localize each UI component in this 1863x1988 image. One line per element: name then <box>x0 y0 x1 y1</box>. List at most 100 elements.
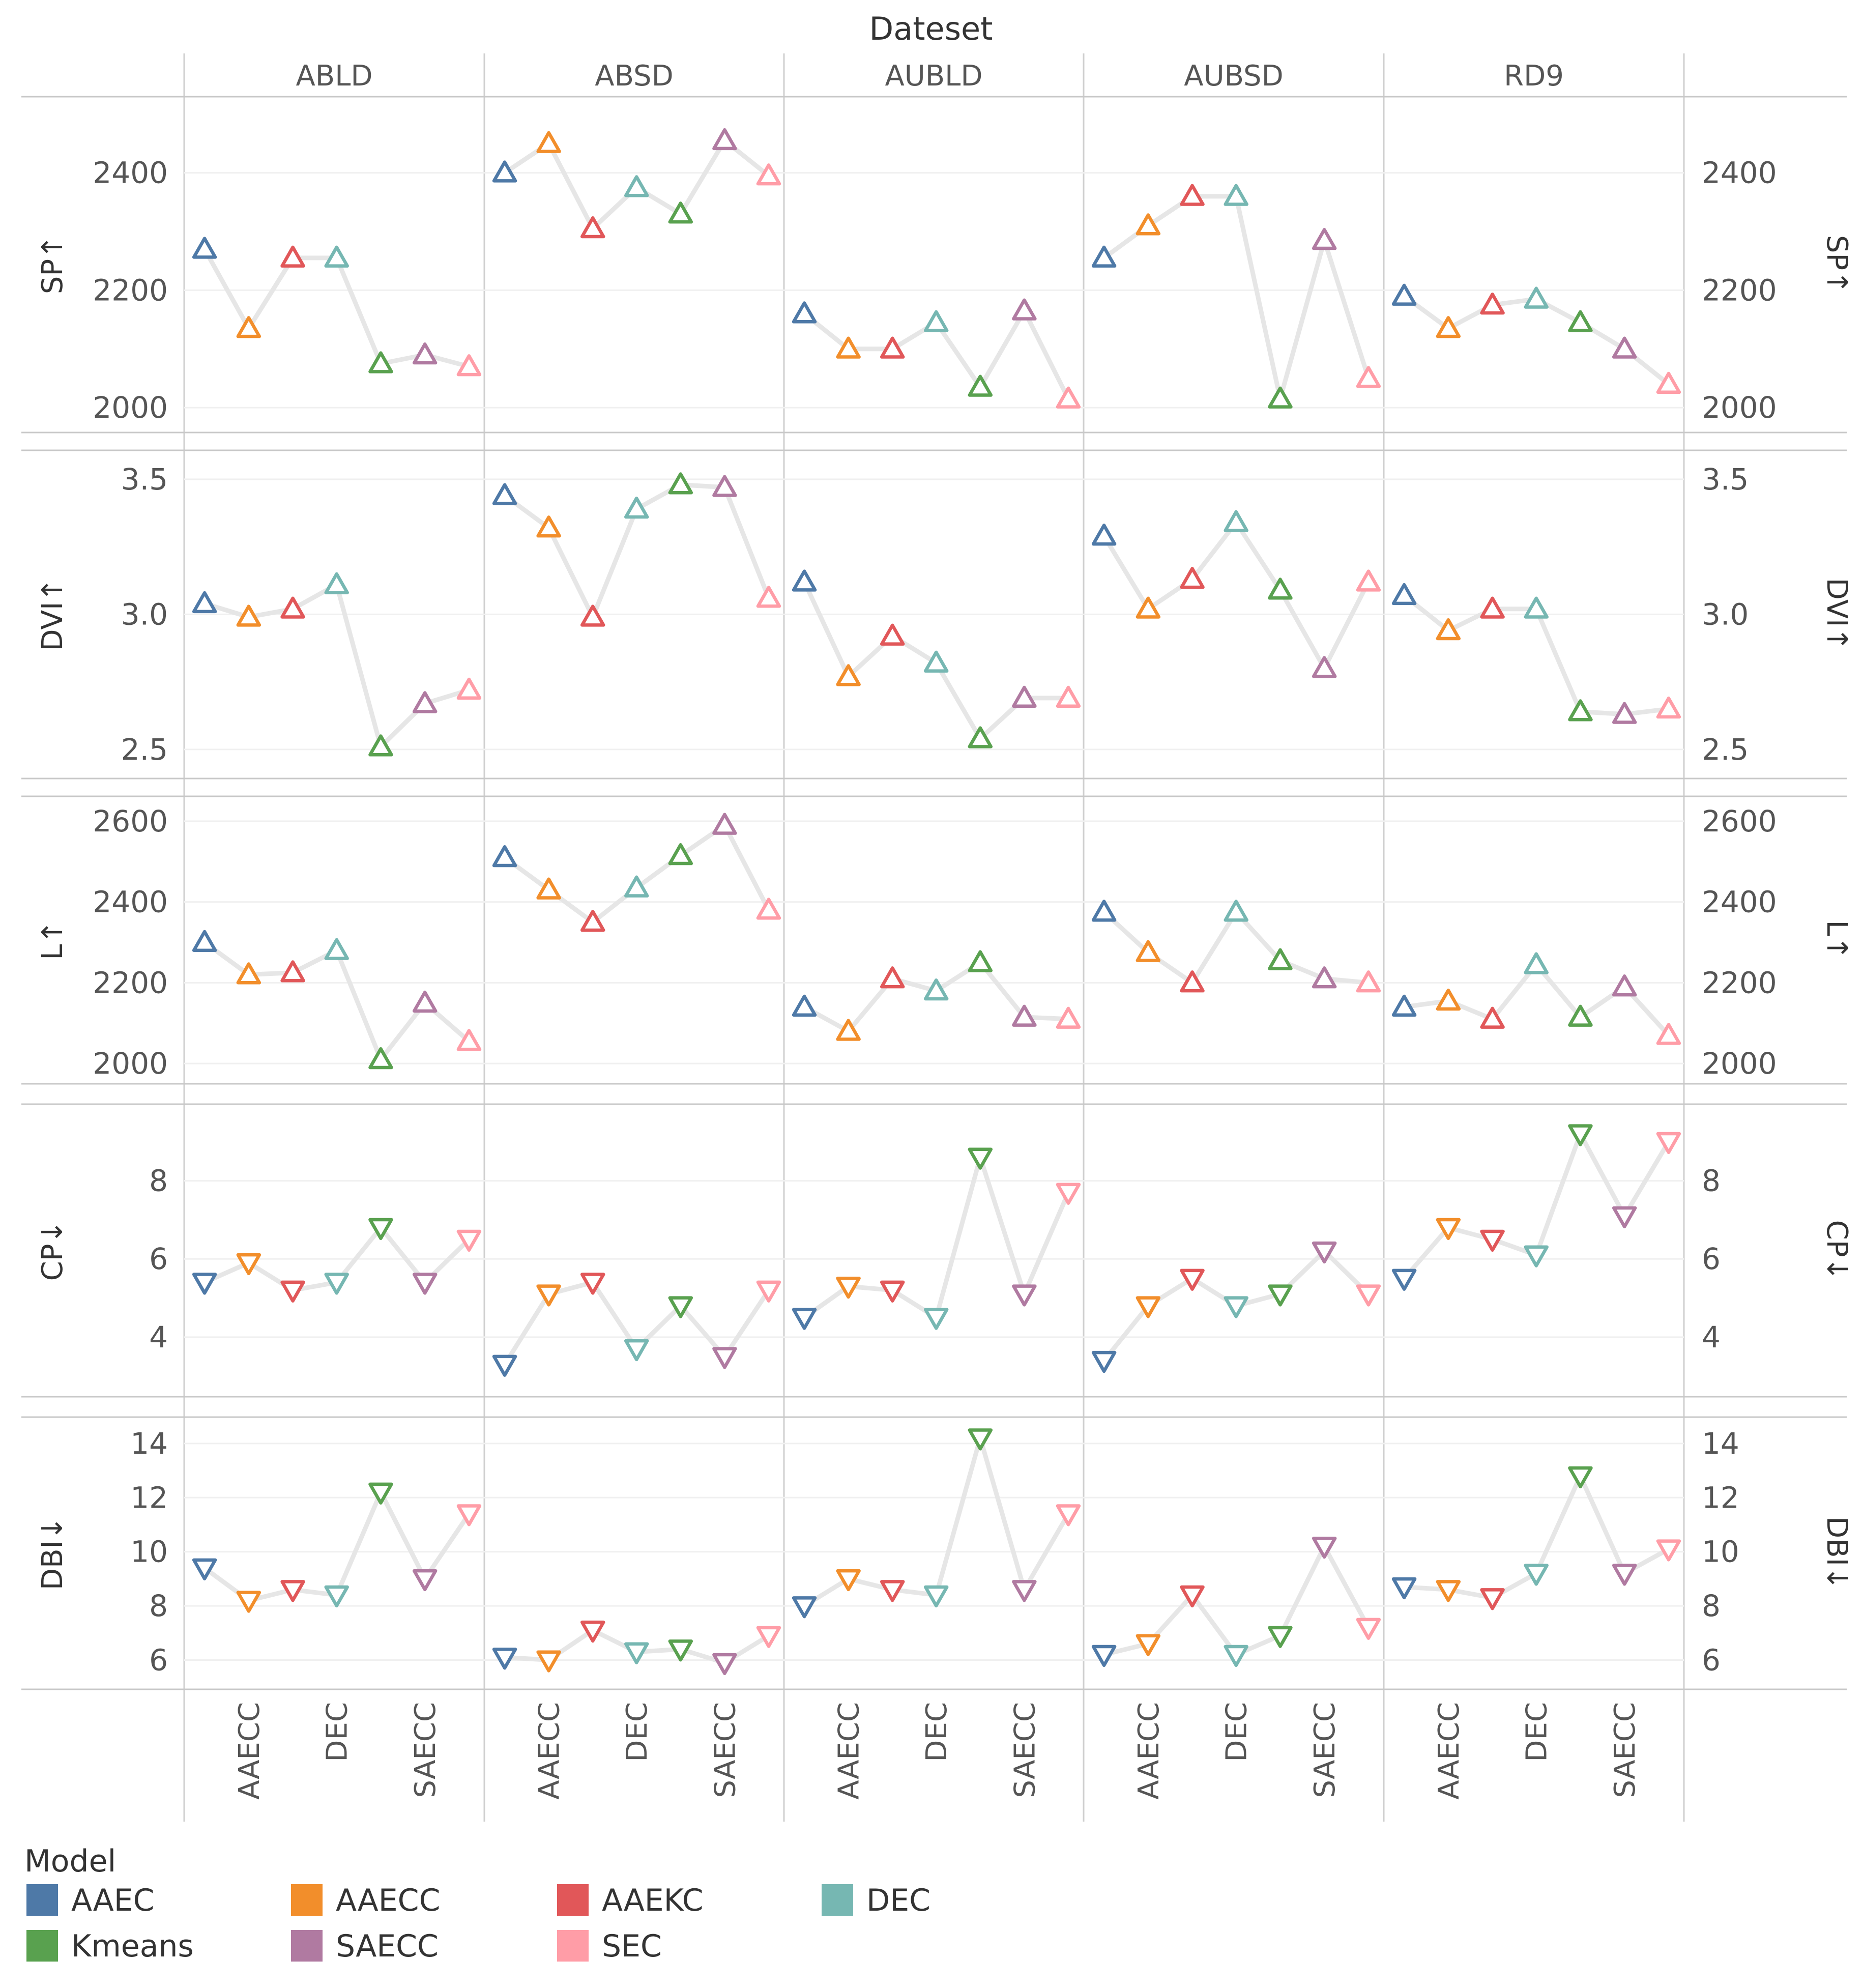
legend-label: Kmeans <box>71 1928 194 1964</box>
marker-ABLD-SEC <box>456 1029 482 1051</box>
legend-label: SEC <box>602 1928 662 1964</box>
marker-ABLD-AAECC <box>236 1591 261 1613</box>
marker-ABLD-SAECC <box>412 1569 438 1592</box>
y-tick-label-right: 6 <box>1702 1643 1721 1677</box>
marker-ABLD-DEC <box>324 938 349 960</box>
marker-RD9-SEC <box>1656 696 1681 719</box>
y-tick-label-right: 2200 <box>1702 273 1777 307</box>
marker-ABLD-SEC <box>456 354 482 377</box>
y-tick-label-left: 8 <box>149 1164 168 1198</box>
dataset-headers: ABLD ABSD AUBLD AUBSD RD9 <box>296 60 1563 93</box>
marker-ABLD-AAEKC <box>280 1580 305 1602</box>
y-tick-label-right: 2400 <box>1702 156 1777 190</box>
marker-AUBLD-Kmeans <box>968 1147 993 1170</box>
marker-RD9-AAEKC <box>1480 292 1505 315</box>
y-tick-label-left: 2000 <box>93 390 168 425</box>
legend-swatch <box>26 1884 58 1916</box>
marker-AUBSD-SAECC <box>1312 966 1337 989</box>
y-tick-label-right: 10 <box>1702 1535 1739 1569</box>
y-tick-label-right: 12 <box>1702 1480 1739 1515</box>
y-tick-label-left: 2400 <box>93 885 168 919</box>
marker-AUBSD-AAECC <box>1136 940 1161 962</box>
marker-RD9-SAECC <box>1612 1206 1637 1228</box>
metric-label-left: SP↑ <box>36 235 69 294</box>
marker-RD9-SEC <box>1656 1023 1681 1045</box>
dataset-header-ABLD: ABLD <box>296 60 372 93</box>
marker-ABSD-AAEC <box>492 160 517 183</box>
marker-ABLD-DEC <box>324 1273 349 1295</box>
marker-ABLD-DEC <box>324 245 349 268</box>
marker-RD9-Kmeans <box>1568 1004 1593 1027</box>
y-tick-label-left: 6 <box>149 1242 168 1276</box>
marker-AUBLD-SEC <box>1056 386 1081 409</box>
y-tick-label-right: 14 <box>1702 1426 1739 1461</box>
marker-RD9-AAECC <box>1436 1580 1461 1602</box>
metric-label-right: DBI↓ <box>1820 1516 1853 1590</box>
marker-ABSD-AAEC <box>492 845 517 868</box>
marker-RD9-DEC <box>1524 952 1549 974</box>
marker-AUBLD-AAEC <box>792 1308 817 1330</box>
marker-AUBSD-DEC <box>1224 1645 1248 1667</box>
marker-ABSD-AAEKC <box>580 910 605 932</box>
marker-AUBSD-AAECC <box>1136 213 1161 236</box>
metric-label-left: DVI↑ <box>36 578 69 651</box>
metric-label-right: L↑ <box>1820 920 1853 960</box>
marker-AUBLD-AAEKC <box>880 1280 905 1303</box>
x-tick-label: DEC <box>920 1702 953 1762</box>
marker-AUBSD-AAECC <box>1136 596 1161 619</box>
y-tick-label-right: 2200 <box>1702 965 1777 1000</box>
marker-ABSD-SAECC <box>712 128 737 151</box>
y-tick-label-left: 3.0 <box>121 597 168 631</box>
y-tick-label-right: 4 <box>1702 1320 1721 1355</box>
marker-RD9-AAEC <box>1391 994 1417 1017</box>
y-tick-label-right: 2000 <box>1702 1046 1777 1081</box>
marker-ABSD-DEC <box>624 1339 649 1362</box>
marker-AUBSD-DEC <box>1224 1296 1248 1318</box>
marker-AUBSD-AAEC <box>1091 1645 1117 1667</box>
marker-RD9-DEC <box>1524 1564 1549 1586</box>
marker-AUBLD-DEC <box>923 650 949 673</box>
marker-ABLD-Kmeans <box>368 1482 393 1505</box>
marker-AUBSD-AAEKC <box>1180 1269 1205 1291</box>
marker-AUBLD-SEC <box>1056 1006 1081 1029</box>
marker-ABSD-AAEC <box>492 1355 517 1377</box>
marker-ABLD-Kmeans <box>368 1218 393 1240</box>
panels <box>192 128 1681 1676</box>
marker-ABSD-Kmeans <box>668 201 693 224</box>
x-tick-label: DEC <box>1521 1702 1554 1762</box>
marker-ABLD-SAECC <box>412 691 438 713</box>
marker-RD9-AAEC <box>1391 1577 1417 1600</box>
marker-AUBLD-DEC <box>923 1585 949 1608</box>
dataset-header-AUBSD: AUBSD <box>1184 60 1283 93</box>
marker-ABLD-AAEC <box>192 1558 217 1580</box>
y-tick-label-left: 3.5 <box>121 462 168 497</box>
series-line-ABLD <box>203 582 470 749</box>
marker-ABSD-Kmeans <box>668 1639 693 1662</box>
x-tick-label: AAECC <box>233 1702 266 1800</box>
legend-item-AAECC: AAECC <box>291 1883 440 1918</box>
marker-RD9-AAEKC <box>1480 596 1505 619</box>
marker-AUBLD-AAEC <box>792 569 817 592</box>
marker-AUBSD-SEC <box>1356 1284 1381 1307</box>
marker-RD9-SEC <box>1656 1539 1681 1562</box>
marker-ABSD-SEC <box>756 163 781 186</box>
y-tick-label-left: 10 <box>130 1535 168 1569</box>
marker-ABSD-Kmeans <box>668 1296 693 1318</box>
marker-ABLD-AAEKC <box>280 1280 305 1303</box>
series-line-RD9 <box>1403 294 1670 386</box>
metric-label-right: DVI↑ <box>1820 578 1853 651</box>
dataset-header-AUBLD: AUBLD <box>885 60 982 93</box>
marker-ABSD-AAEC <box>492 1648 517 1670</box>
dataset-header-ABSD: ABSD <box>595 60 673 93</box>
x-tick-label: DEC <box>321 1702 354 1762</box>
legend-swatch <box>557 1884 589 1916</box>
marker-ABLD-AAECC <box>236 604 261 627</box>
x-tick-label: AAECC <box>1433 1702 1466 1800</box>
marker-AUBLD-AAEKC <box>880 966 905 989</box>
x-tick-label: SAECC <box>409 1702 442 1798</box>
legend-label: AAECC <box>336 1883 440 1918</box>
y-tick-label-left: 2400 <box>93 156 168 190</box>
x-tick-label: SAECC <box>1609 1702 1642 1798</box>
marker-RD9-SEC <box>1656 1132 1681 1155</box>
marker-RD9-AAECC <box>1436 618 1461 641</box>
